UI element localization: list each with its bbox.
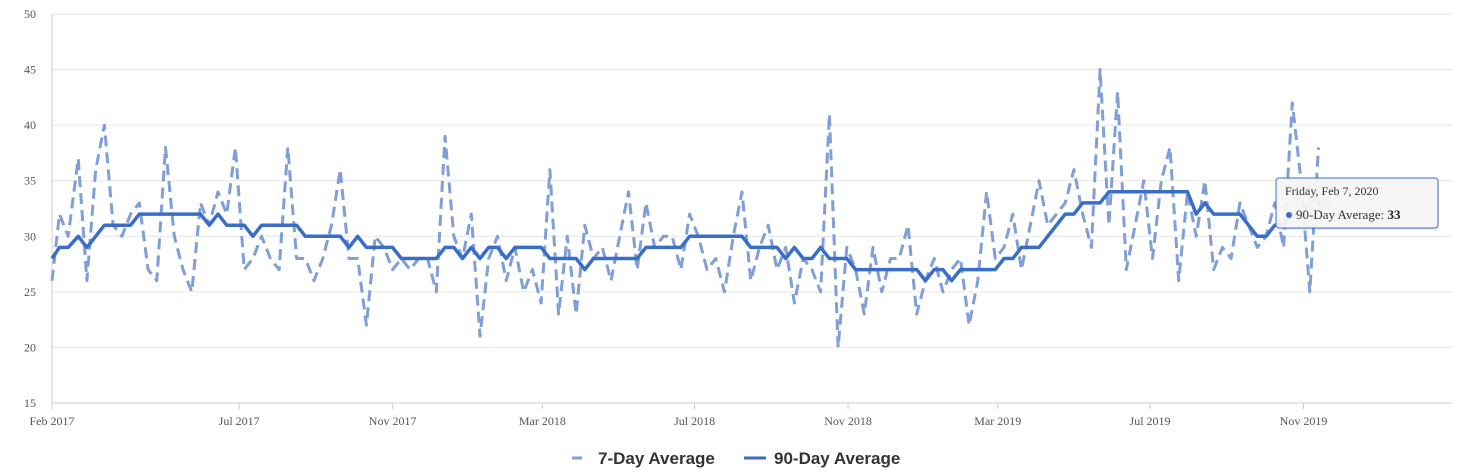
tooltip-series-dot: [1286, 212, 1292, 218]
y-tick-label: 25: [24, 285, 36, 299]
x-tick-label: Jul 2017: [219, 414, 260, 428]
x-tick-label: Nov 2018: [824, 414, 872, 428]
x-tick-label: Mar 2019: [974, 414, 1021, 428]
tooltip-series-label: 90-Day Average: 33: [1296, 207, 1401, 222]
tooltip-series-name: 90-Day Average: [1296, 207, 1381, 222]
y-tick-label: 50: [24, 7, 36, 21]
tooltip-date: Friday, Feb 7, 2020: [1285, 184, 1379, 198]
legend-item-90-day[interactable]: 90-Day Average: [744, 449, 900, 468]
x-tick-label: Jul 2018: [674, 414, 715, 428]
y-tick-label: 40: [24, 118, 36, 132]
y-tick-label: 45: [24, 63, 36, 77]
y-tick-label: 20: [24, 340, 36, 354]
tooltip-separator: :: [1381, 207, 1388, 222]
legend-label: 7-Day Average: [598, 449, 715, 468]
x-tick-label: Nov 2017: [369, 414, 417, 428]
x-tick-label: Mar 2018: [519, 414, 566, 428]
tooltip-value: 33: [1387, 207, 1401, 222]
y-tick-label: 30: [24, 229, 36, 243]
series-group: [50, 68, 1320, 349]
series-line-7-day[interactable]: [50, 68, 1320, 349]
y-tick-label: 35: [24, 174, 36, 188]
x-tick-label: Feb 2017: [30, 414, 75, 428]
legend-item-7-day[interactable]: 7-Day Average: [572, 449, 715, 468]
legend[interactable]: 7-Day Average 90-Day Average: [572, 449, 900, 468]
y-axis: 15 20 25 30 35 40 45 50: [24, 7, 53, 410]
y-tick-label: 15: [24, 396, 36, 410]
x-tick-label: Jul 2019: [1130, 414, 1171, 428]
legend-label: 90-Day Average: [774, 449, 900, 468]
series-line-90-day[interactable]: [50, 190, 1319, 283]
grid-lines: [52, 13, 1452, 404]
tooltip: Friday, Feb 7, 2020 90-Day Average: 33: [1275, 177, 1439, 230]
tooltip-box: [1275, 177, 1439, 229]
x-tick-label: Nov 2019: [1280, 414, 1328, 428]
x-axis: Feb 2017 Jul 2017 Nov 2017 Mar 2018 Jul 2018…: [30, 402, 1452, 428]
